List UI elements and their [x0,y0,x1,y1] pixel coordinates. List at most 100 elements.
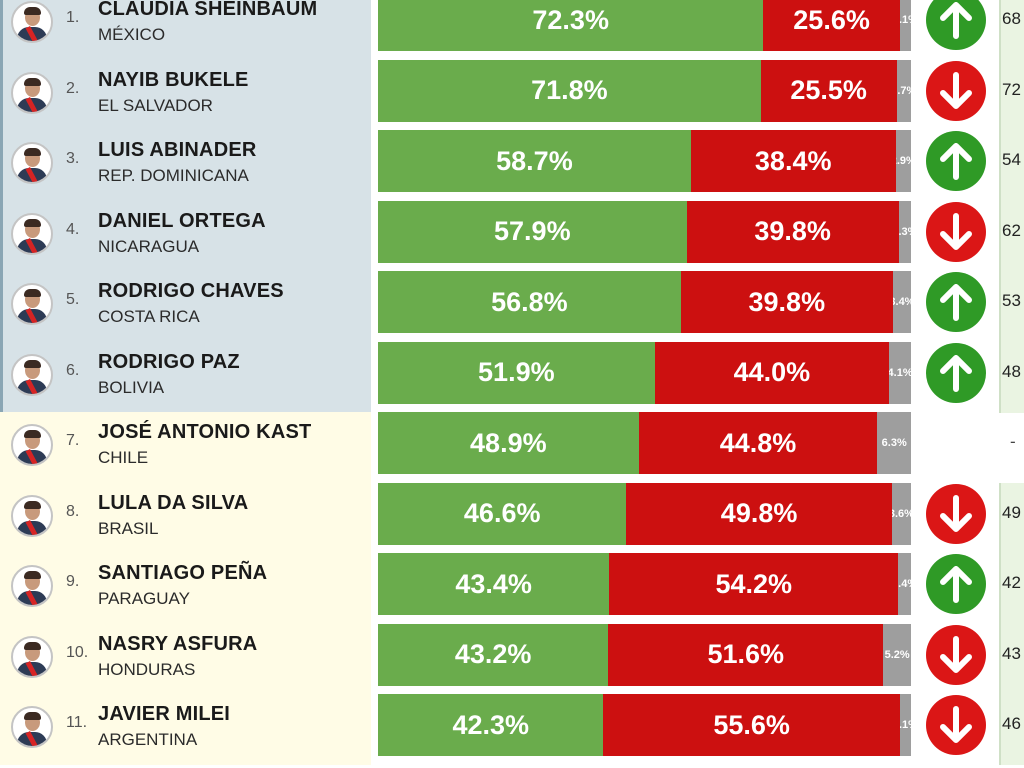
disapprove-segment: 39.8% [680,271,893,333]
leader-info: 3. LUIS ABINADER REP. DOMINICANA [0,130,371,201]
avatar-hair [24,289,41,297]
disapprove-segment: 39.8% [686,200,899,263]
leader-info: 4. DANIEL ORTEGA NICARAGUA [0,200,371,272]
leader-row: 9. SANTIAGO PEÑA PARAGUAY 43.4%54.2%2.4% 42 [0,553,1024,624]
leader-row: 3. LUIS ABINADER REP. DOMINICANA 58.7% 38.4%… [0,130,1024,201]
leader-row: 7. JOSÉ ANTONIO KAST CHILE 48.9% 44.8% 6.3% - [0,412,1024,483]
leader-name: DANIEL ORTEGA [98,209,266,232]
previous-cell-border [999,553,1001,624]
leader-name: JAVIER MILEI [98,703,231,725]
previous-value: 43 [1002,643,1021,663]
leader-avatar [11,635,53,678]
leader-country: REP. DOMINICANA [98,166,249,185]
leader-name: NAYIB BUKELE [98,68,249,91]
leader-name: LULA DA SILVA [98,491,249,514]
previous-cell [999,271,1024,342]
arrow-down-icon [926,201,986,262]
leader-name: LUIS ABINADER [98,139,257,161]
leader-row: 11. JAVIER MILEI ARGENTINA 42.3%55.6%2.1% 46 [0,694,1024,765]
arrow-up-icon [926,342,986,403]
leader-avatar [11,142,53,184]
other-segment: 2.1% [899,0,911,51]
leader-name: NASRY ASFURA [98,632,258,655]
leader-row: 10. NASRY ASFURA HONDURAS 43.2% 51.6% 5.2% 43 [0,623,1024,695]
rank-number: 4. [66,220,80,238]
disapprove-segment: 55.6% [603,694,900,756]
approval-bar: 42.3%55.6%2.1% [378,694,911,756]
previous-value: 46 [1002,714,1021,733]
arrow-down-icon [926,483,986,544]
leader-info: 1. CLAUDIA SHEINBAUM MÉXICO [0,0,371,60]
approve-segment: 56.8% [378,271,681,333]
previous-cell-border [999,271,1001,342]
rank-number: 9. [66,573,80,590]
previous-cell [999,553,1024,624]
tier-border [0,0,3,60]
previous-cell [999,200,1024,272]
previous-value: 53 [1002,291,1021,310]
arrow-up-icon [926,272,986,332]
leader-info: 9. SANTIAGO PEÑA PARAGUAY [0,553,371,624]
disapprove-segment: 44.8% [638,412,878,474]
avatar-hair [24,641,41,650]
approval-bar: 71.8%25.5%2.7% [378,59,911,122]
previous-value: - [1010,432,1016,451]
leader-avatar [11,71,53,114]
approval-bar: 51.9%44.0%4.1% [378,341,911,404]
disapprove-segment: 51.6% [608,623,884,686]
approve-segment: 51.9% [378,341,655,404]
leader-info: 6. RODRIGO PAZ BOLIVIA [0,341,371,413]
avatar-hair [24,712,41,720]
approve-segment: 72.3% [378,0,764,51]
rank-number: 10. [66,643,89,661]
leader-name: CLAUDIA SHEINBAUM [98,0,318,20]
leader-info: 2. NAYIB BUKELE EL SALVADOR [0,59,371,131]
tier-border [0,341,3,413]
previous-cell [999,623,1024,695]
previous-value: 42 [1002,573,1021,592]
approval-bar: 72.3%25.6%2.1% [378,0,911,51]
rank-number: 2. [66,79,80,97]
arrow-up-icon [926,131,986,191]
disapprove-segment: 49.8% [626,482,892,545]
other-segment: 4.1% [889,341,911,404]
leader-row: 1. CLAUDIA SHEINBAUM MÉXICO 72.3%25.6%2.1% 6… [0,0,1024,60]
other-segment: 3.6% [891,482,911,545]
leader-avatar [11,212,53,255]
tier-border [0,200,3,272]
approve-segment: 43.2% [378,623,609,686]
leader-country: NICARAGUA [98,236,200,256]
leader-country: COSTA RICA [98,307,200,326]
leader-country: EL SALVADOR [98,95,213,115]
other-segment: 2.1% [899,694,911,756]
arrow-up-icon [926,0,986,50]
arrow-up-icon [926,554,986,614]
leader-name: SANTIAGO PEÑA [98,562,268,584]
leader-country: PARAGUAY [98,589,190,608]
arrow-down-icon [926,624,986,685]
leader-avatar [11,424,53,466]
avatar-hair [24,77,41,86]
other-segment: 2.7% [896,59,911,122]
leader-info: 7. JOSÉ ANTONIO KAST CHILE [0,412,371,483]
previous-value: 68 [1002,9,1021,28]
leader-country: MÉXICO [98,25,166,44]
leader-avatar [11,565,53,607]
avatar-hair [24,430,41,438]
other-segment: 2.3% [898,200,911,263]
leader-row: 5. RODRIGO CHAVES COSTA RICA 56.8%39.8%3.4%… [0,271,1024,342]
other-segment: 3.4% [892,271,911,333]
rank-number: 5. [66,291,80,308]
leader-country: HONDURAS [98,659,196,679]
previous-cell [999,130,1024,201]
approval-bar: 43.4%54.2%2.4% [378,553,911,615]
disapprove-segment: 25.6% [763,0,900,51]
leader-country: BOLIVIA [98,377,165,397]
approval-bar: 48.9% 44.8% 6.3% [378,412,911,474]
leader-row: 6. RODRIGO PAZ BOLIVIA 51.9%44.0%4.1% 48 [0,341,1024,413]
other-segment: 5.2% [883,623,911,686]
leader-row: 4. DANIEL ORTEGA NICARAGUA 57.9%39.8%2.3% 62 [0,200,1024,272]
leader-avatar [11,706,53,748]
